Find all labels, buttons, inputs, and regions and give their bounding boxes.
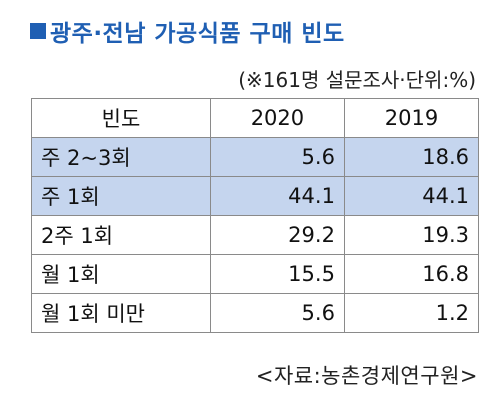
header-frequency: 빈도 [31,98,211,138]
value-2019: 18.6 [343,137,480,177]
value-2020: 29.2 [209,215,345,255]
table-row: 2주 1회 29.2 19.3 [31,215,480,255]
table-row: 주 2~3회 5.6 18.6 [31,137,480,177]
header-2020: 2020 [209,98,345,138]
unit-note: (※161명 설문조사·단위:%) [238,68,476,92]
row-label: 월 1회 미만 [31,293,211,333]
value-2020: 44.1 [209,176,345,216]
table-header-row: 빈도 2020 2019 [31,98,480,138]
value-2019: 1.2 [343,293,480,333]
value-2019: 44.1 [343,176,480,216]
square-bullet-icon [30,23,46,39]
header-2019: 2019 [343,98,480,138]
source-note: <자료:농촌경제연구원> [255,364,478,388]
table-row: 월 1회 미만 5.6 1.2 [31,293,480,333]
row-label: 2주 1회 [31,215,211,255]
title-text: 광주·전남 가공식품 구매 빈도 [50,21,345,47]
value-2020: 5.6 [209,293,345,333]
row-label: 주 2~3회 [31,137,211,177]
value-2020: 5.6 [209,137,345,177]
row-label: 월 1회 [31,254,211,294]
data-table: 빈도 2020 2019 주 2~3회 5.6 18.6 주 1회 44.1 44.1 2주… [31,98,480,333]
table-row: 월 1회 15.5 16.8 [31,254,480,294]
table-body: 주 2~3회 5.6 18.6 주 1회 44.1 44.1 2주 1회 29.2 19.3 월 … [31,137,480,333]
value-2019: 16.8 [343,254,480,294]
value-2019: 19.3 [343,215,480,255]
value-2020: 15.5 [209,254,345,294]
chart-title: 광주·전남 가공식품 구매 빈도 [30,14,345,48]
row-label: 주 1회 [31,176,211,216]
table-row: 주 1회 44.1 44.1 [31,176,480,216]
